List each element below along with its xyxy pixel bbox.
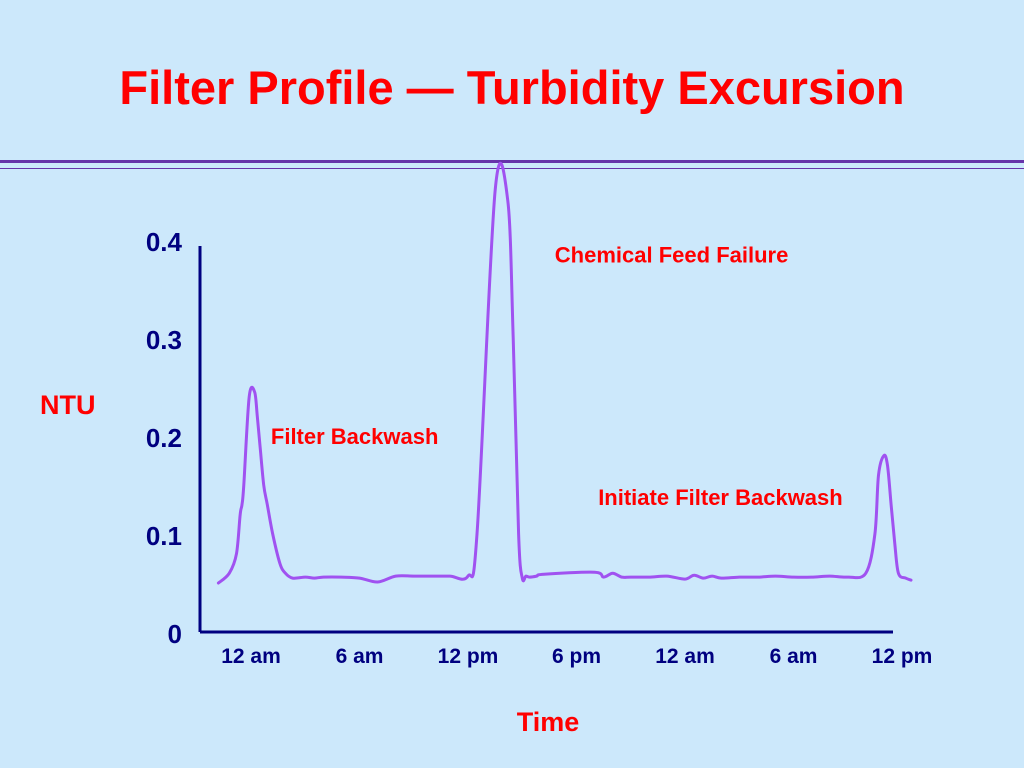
annotation-label: Initiate Filter Backwash <box>598 485 843 510</box>
x-tick-label: 12 am <box>221 645 281 668</box>
x-tick-label: 12 pm <box>438 645 499 668</box>
x-tick-label: 6 pm <box>552 645 601 668</box>
y-tick-label: 0.4 <box>146 227 183 257</box>
y-tick-label: 0 <box>168 619 182 649</box>
x-axis-title: Time <box>517 707 580 737</box>
annotation-label: Filter Backwash <box>271 424 439 449</box>
x-tick-label: 12 am <box>655 645 715 668</box>
slide-title: Filter Profile — Turbidity Excursion <box>119 61 905 114</box>
title-divider-thick <box>0 160 1024 163</box>
x-tick-label: 6 am <box>336 645 384 668</box>
x-tick-label: 6 am <box>770 645 818 668</box>
ntu-series-line <box>216 161 913 585</box>
y-tick-label: 0.1 <box>146 521 182 551</box>
y-tick-label: 0.2 <box>146 423 182 453</box>
annotation-label: Chemical Feed Failure <box>555 243 789 268</box>
x-tick-label: 12 pm <box>872 645 933 668</box>
y-axis-title: NTU <box>40 390 96 420</box>
y-tick-label: 0.3 <box>146 325 182 355</box>
title-divider-thin <box>0 168 1024 169</box>
